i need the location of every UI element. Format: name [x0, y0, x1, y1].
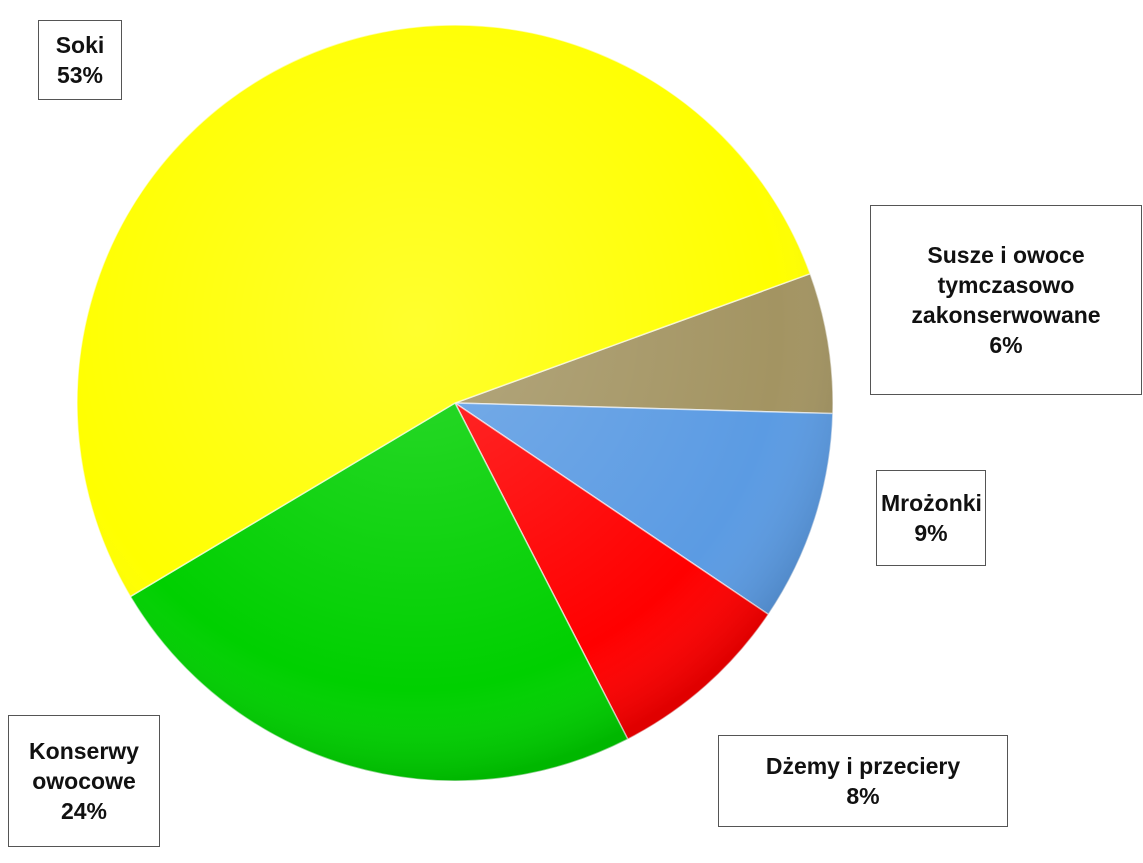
pie — [76, 24, 834, 782]
data-label: Dżemy i przeciery 8% — [718, 735, 1008, 827]
category-label: Konserwy owocowe — [29, 738, 139, 794]
category-label: Mrożonki — [881, 490, 982, 516]
value-label: 8% — [846, 783, 880, 809]
data-label: Soki 53% — [38, 20, 122, 100]
value-label: 6% — [989, 332, 1023, 358]
value-label: 9% — [914, 520, 948, 546]
value-label: 24% — [60, 798, 108, 824]
category-label: Susze i owoce tymczasowo zakonserwowane — [911, 242, 1101, 328]
data-label: Mrożonki 9% — [876, 470, 986, 566]
value-label: 53% — [56, 62, 104, 88]
data-label: Susze i owoce tymczasowo zakonserwowane 6… — [870, 205, 1142, 395]
category-label: Dżemy i przeciery — [765, 753, 961, 779]
category-label: Soki — [55, 32, 105, 58]
data-label: Konserwy owocowe 24% — [8, 715, 160, 847]
